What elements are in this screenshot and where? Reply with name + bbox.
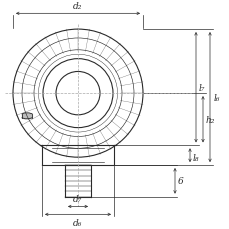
Text: l₆: l₆: [213, 93, 220, 102]
Text: 6: 6: [177, 177, 183, 185]
Text: h₂: h₂: [205, 115, 214, 124]
Text: d₂: d₂: [73, 2, 82, 11]
Text: l₇: l₇: [198, 83, 204, 92]
Text: l₈: l₈: [192, 153, 199, 162]
Text: d₆: d₆: [73, 218, 82, 227]
Text: d₇: d₇: [73, 195, 82, 204]
